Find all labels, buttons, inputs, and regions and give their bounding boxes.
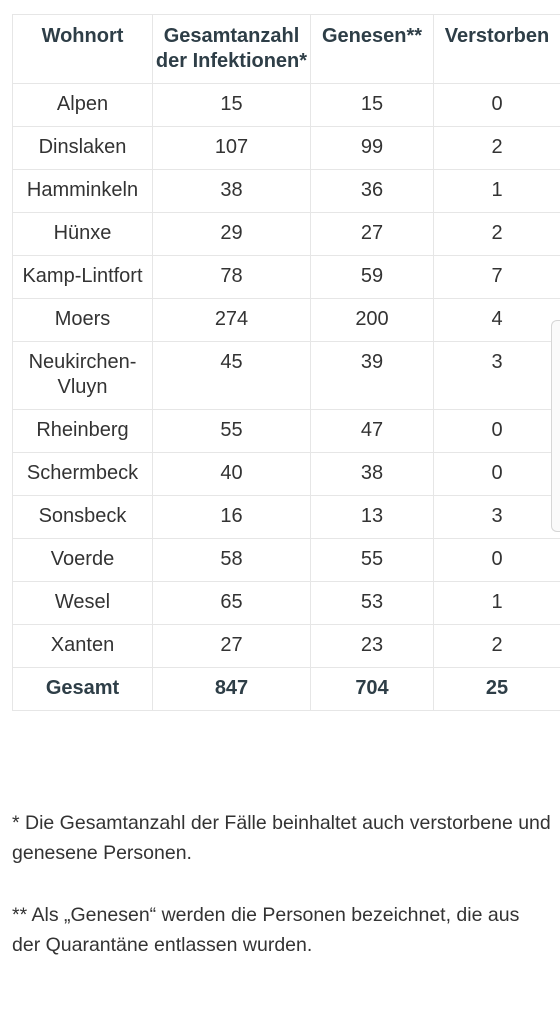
cell-verstorben: 7 bbox=[433, 255, 560, 299]
cell-wohnort: Moers bbox=[12, 298, 153, 342]
cell-wohnort: Rheinberg bbox=[12, 409, 153, 453]
total-verstorben: 25 bbox=[433, 667, 560, 711]
cell-wohnort: Xanten bbox=[12, 624, 153, 668]
table-row: Rheinberg 55 47 0 bbox=[12, 409, 560, 453]
cell-gesamtanzahl: 58 bbox=[152, 538, 311, 582]
cell-wohnort: Dinslaken bbox=[12, 126, 153, 170]
cell-genesen: 39 bbox=[310, 341, 434, 410]
cell-genesen: 27 bbox=[310, 212, 434, 256]
header-wohnort: Wohnort bbox=[12, 14, 153, 84]
table-scrollbar[interactable] bbox=[551, 320, 560, 532]
cell-verstorben: 4 bbox=[433, 298, 560, 342]
cell-gesamtanzahl: 16 bbox=[152, 495, 311, 539]
cell-gesamtanzahl: 45 bbox=[152, 341, 311, 410]
footnote-recovered: ** Als „Genesen“ werden die Personen bez… bbox=[12, 904, 520, 956]
table-row: Sonsbeck 16 13 3 bbox=[12, 495, 560, 539]
table-row: Dinslaken 107 99 2 bbox=[12, 126, 560, 170]
cell-gesamtanzahl: 15 bbox=[152, 83, 311, 127]
cell-gesamtanzahl: 274 bbox=[152, 298, 311, 342]
table-row: Moers 274 200 4 bbox=[12, 298, 560, 342]
cell-genesen: 55 bbox=[310, 538, 434, 582]
cell-wohnort: Hünxe bbox=[12, 212, 153, 256]
cell-genesen: 15 bbox=[310, 83, 434, 127]
cell-verstorben: 2 bbox=[433, 212, 560, 256]
cell-genesen: 99 bbox=[310, 126, 434, 170]
cell-gesamtanzahl: 55 bbox=[152, 409, 311, 453]
cell-wohnort: Voerde bbox=[12, 538, 153, 582]
total-label: Gesamt bbox=[12, 667, 153, 711]
cell-verstorben: 0 bbox=[433, 83, 560, 127]
cell-genesen: 36 bbox=[310, 169, 434, 213]
cell-gesamtanzahl: 29 bbox=[152, 212, 311, 256]
cell-verstorben: 2 bbox=[433, 624, 560, 668]
cell-verstorben: 1 bbox=[433, 581, 560, 625]
table-row: Hamminkeln 38 36 1 bbox=[12, 169, 560, 213]
cell-genesen: 13 bbox=[310, 495, 434, 539]
table-row: Xanten 27 23 2 bbox=[12, 624, 560, 668]
table-row: Neukirchen-Vluyn 45 39 3 bbox=[12, 341, 560, 410]
table-row: Kamp-Lintfort 78 59 7 bbox=[12, 255, 560, 299]
header-genesen: Genesen** bbox=[310, 14, 434, 84]
cell-verstorben: 3 bbox=[433, 341, 560, 410]
table-row: Alpen 15 15 0 bbox=[12, 83, 560, 127]
header-gesamtanzahl: Gesamtanzahl der Infektionen* bbox=[152, 14, 311, 84]
cell-gesamtanzahl: 78 bbox=[152, 255, 311, 299]
cell-verstorben: 2 bbox=[433, 126, 560, 170]
cell-verstorben: 0 bbox=[433, 452, 560, 496]
cell-wohnort: Wesel bbox=[12, 581, 153, 625]
cell-genesen: 59 bbox=[310, 255, 434, 299]
table-row: Hünxe 29 27 2 bbox=[12, 212, 560, 256]
cell-wohnort: Alpen bbox=[12, 83, 153, 127]
header-verstorben: Verstorben bbox=[433, 14, 560, 84]
cell-genesen: 47 bbox=[310, 409, 434, 453]
cell-verstorben: 1 bbox=[433, 169, 560, 213]
table-row: Schermbeck 40 38 0 bbox=[12, 452, 560, 496]
cell-verstorben: 0 bbox=[433, 538, 560, 582]
cell-gesamtanzahl: 40 bbox=[152, 452, 311, 496]
cell-gesamtanzahl: 65 bbox=[152, 581, 311, 625]
cell-genesen: 200 bbox=[310, 298, 434, 342]
cell-genesen: 53 bbox=[310, 581, 434, 625]
table-row: Wesel 65 53 1 bbox=[12, 581, 560, 625]
total-genesen: 704 bbox=[310, 667, 434, 711]
footnotes: * Die Gesamtanzahl der Fälle beinhaltet … bbox=[12, 808, 552, 992]
table-row: Voerde 58 55 0 bbox=[12, 538, 560, 582]
infection-table: Wohnort Gesamtanzahl der Infektionen* Ge… bbox=[12, 14, 560, 711]
cell-wohnort: Neukirchen-Vluyn bbox=[12, 341, 153, 410]
cell-wohnort: Kamp-Lintfort bbox=[12, 255, 153, 299]
total-gesamtanzahl: 847 bbox=[152, 667, 311, 711]
cell-verstorben: 3 bbox=[433, 495, 560, 539]
cell-wohnort: Sonsbeck bbox=[12, 495, 153, 539]
cell-gesamtanzahl: 27 bbox=[152, 624, 311, 668]
table-header-row: Wohnort Gesamtanzahl der Infektionen* Ge… bbox=[12, 14, 560, 84]
table-total-row: Gesamt 847 704 25 bbox=[12, 667, 560, 711]
cell-wohnort: Hamminkeln bbox=[12, 169, 153, 213]
cell-wohnort: Schermbeck bbox=[12, 452, 153, 496]
cell-genesen: 38 bbox=[310, 452, 434, 496]
cell-verstorben: 0 bbox=[433, 409, 560, 453]
footnote-total-infections: * Die Gesamtanzahl der Fälle beinhaltet … bbox=[12, 812, 551, 864]
cell-gesamtanzahl: 38 bbox=[152, 169, 311, 213]
cell-gesamtanzahl: 107 bbox=[152, 126, 311, 170]
cell-genesen: 23 bbox=[310, 624, 434, 668]
